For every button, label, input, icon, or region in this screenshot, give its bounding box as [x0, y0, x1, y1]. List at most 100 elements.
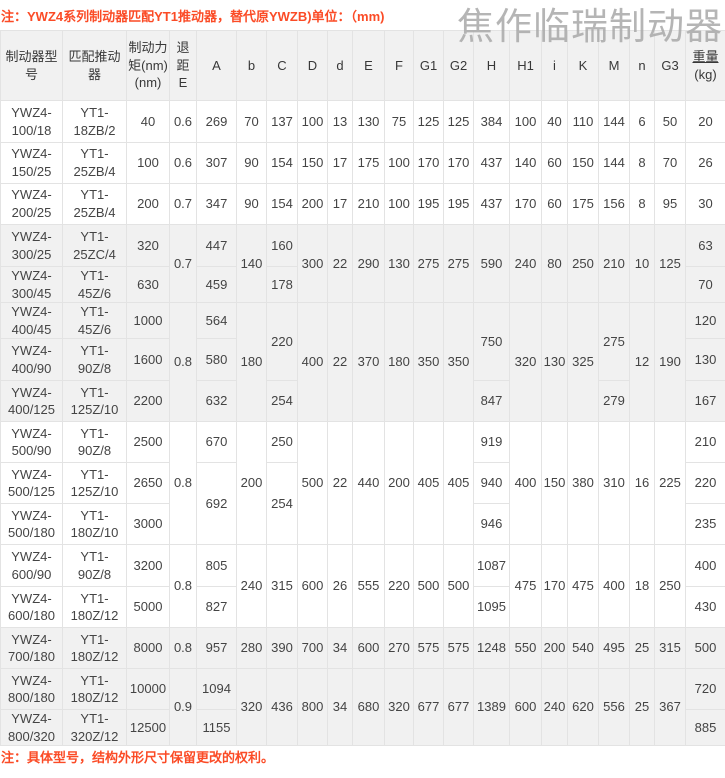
cell-H: 384: [473, 100, 510, 143]
cell-F: 200: [384, 421, 414, 546]
cell-n: 12: [629, 302, 655, 423]
cell-b: 200: [236, 421, 267, 546]
cell-actuator: YT1-90Z/8: [62, 421, 127, 464]
cell-n: 16: [629, 421, 655, 546]
cell-K: 150: [567, 142, 599, 184]
cell-actuator: YT1-125Z/10: [62, 380, 127, 423]
cell-d: 22: [327, 302, 353, 423]
cell-H: 437: [473, 183, 510, 225]
cell-weight: 30: [685, 183, 725, 225]
cell-actuator: YT1-25ZB/4: [62, 142, 127, 184]
cell-gap: 0.6: [169, 100, 197, 143]
cell-torque: 40: [126, 100, 170, 143]
cell-C: 250: [266, 421, 298, 464]
cell-model: YWZ4-700/180: [0, 627, 63, 670]
cell-weight: 220: [685, 462, 725, 505]
cell-M: 144: [598, 100, 630, 143]
cell-model: YWZ4-400/90: [0, 338, 63, 382]
cell-i: 130: [541, 302, 568, 423]
cell-D: 500: [297, 421, 328, 546]
col-header-A: A: [196, 30, 237, 101]
cell-G1: 195: [413, 183, 444, 225]
cell-G3: 315: [654, 627, 686, 670]
cell-F: 100: [384, 142, 414, 184]
cell-D: 700: [297, 627, 328, 670]
cell-G2: 575: [443, 627, 474, 670]
cell-i: 240: [541, 668, 568, 747]
cell-n: 18: [629, 544, 655, 629]
cell-actuator: YT1-180Z/12: [62, 586, 127, 629]
col-header-C: C: [266, 30, 298, 101]
cell-gap: 0.7: [169, 183, 197, 225]
table-row: YWZ4-300/25 YT1-25ZC/4 320 0.7 447 140 160 300 2…: [0, 223, 725, 304]
cell-F: 180: [384, 302, 414, 423]
cell-A: 957: [196, 627, 237, 670]
cell-E: 210: [352, 183, 385, 225]
cell-K: 380: [567, 421, 599, 546]
cell-H: 1248: [473, 627, 510, 670]
cell-weight: 70: [685, 265, 725, 304]
cell-F: 220: [384, 544, 414, 629]
cell-H1: 550: [509, 627, 542, 670]
cell-actuator: YT1-45Z/6: [62, 265, 127, 304]
cell-C: 254: [266, 462, 298, 546]
weight-header-unit: (kg): [694, 66, 717, 82]
cell-H1: 400: [509, 421, 542, 546]
cell-C: 154: [266, 142, 298, 184]
cell-b: 320: [236, 668, 267, 747]
cell-H1: 600: [509, 668, 542, 747]
cell-b: 90: [236, 142, 267, 184]
cell-i: 60: [541, 142, 568, 184]
cell-actuator: YT1-18ZB/2: [62, 100, 127, 143]
cell-d: 17: [327, 183, 353, 225]
cell-gap: 0.8: [169, 544, 197, 629]
cell-b: 240: [236, 544, 267, 629]
col-header-b: b: [236, 30, 267, 101]
cell-G2: 170: [443, 142, 474, 184]
cell-K: 250: [567, 223, 599, 304]
col-header-F: F: [384, 30, 414, 101]
cell-A: 347: [196, 183, 237, 225]
cell-torque: 3200: [126, 544, 170, 588]
cell-A: 459: [196, 265, 237, 304]
cell-actuator: YT1-90Z/8: [62, 544, 127, 588]
cell-weight: 20: [685, 100, 725, 143]
cell-weight: 210: [685, 421, 725, 464]
cell-G2: 195: [443, 183, 474, 225]
cell-n: 25: [629, 668, 655, 747]
cell-weight: 400: [685, 544, 725, 588]
cell-model: YWZ4-600/180: [0, 586, 63, 629]
table-row: YWZ4-500/90 YT1-90Z/8 2500 0.8 670 200 250 500 2…: [0, 421, 725, 546]
cell-H: 940: [473, 462, 510, 505]
cell-G2: 275: [443, 223, 474, 304]
cell-H1: 100: [509, 100, 542, 143]
col-header-torque: 制动力 矩(nm) (nm): [126, 30, 170, 101]
table-row: YWZ4-600/90 YT1-90Z/8 3200 0.8 805 240 315 600 2…: [0, 544, 725, 629]
cell-C: 154: [266, 183, 298, 225]
cell-H1: 320: [509, 302, 542, 423]
cell-G3: 95: [654, 183, 686, 225]
cell-K: 475: [567, 544, 599, 629]
table-row: YWZ4-400/45 YT1-45Z/6 1000 0.8 564 180 220 400 2…: [0, 302, 725, 423]
cell-D: 600: [297, 544, 328, 629]
cell-D: 800: [297, 668, 328, 747]
cell-model: YWZ4-400/125: [0, 380, 63, 423]
table-row: YWZ4-800/180 YT1-180Z/12 10000 0.9 1094 320 43…: [0, 668, 725, 747]
cell-model: YWZ4-800/180: [0, 668, 63, 711]
footer-note: 注：具体型号，结构外形尺寸保留更改的权利。: [1, 750, 275, 765]
cell-F: 320: [384, 668, 414, 747]
cell-C: 160: [266, 224, 298, 267]
cell-K: 540: [567, 627, 599, 670]
cell-torque: 3000: [126, 503, 170, 546]
table-row: YWZ4-300/45 YT1-45Z/6 630 459 178 70: [0, 265, 725, 304]
cell-D: 400: [297, 302, 328, 423]
cell-E: 555: [352, 544, 385, 629]
cell-G1: 275: [413, 223, 444, 304]
table-row: YWZ4-150/25 YT1-25ZB/4 100 0.6 307 90 154 150 17…: [0, 142, 725, 184]
cell-model: YWZ4-100/18: [0, 100, 63, 143]
cell-G2: 677: [443, 668, 474, 747]
cell-n: 25: [629, 627, 655, 670]
cell-i: 200: [541, 627, 568, 670]
cell-G2: 350: [443, 302, 474, 423]
